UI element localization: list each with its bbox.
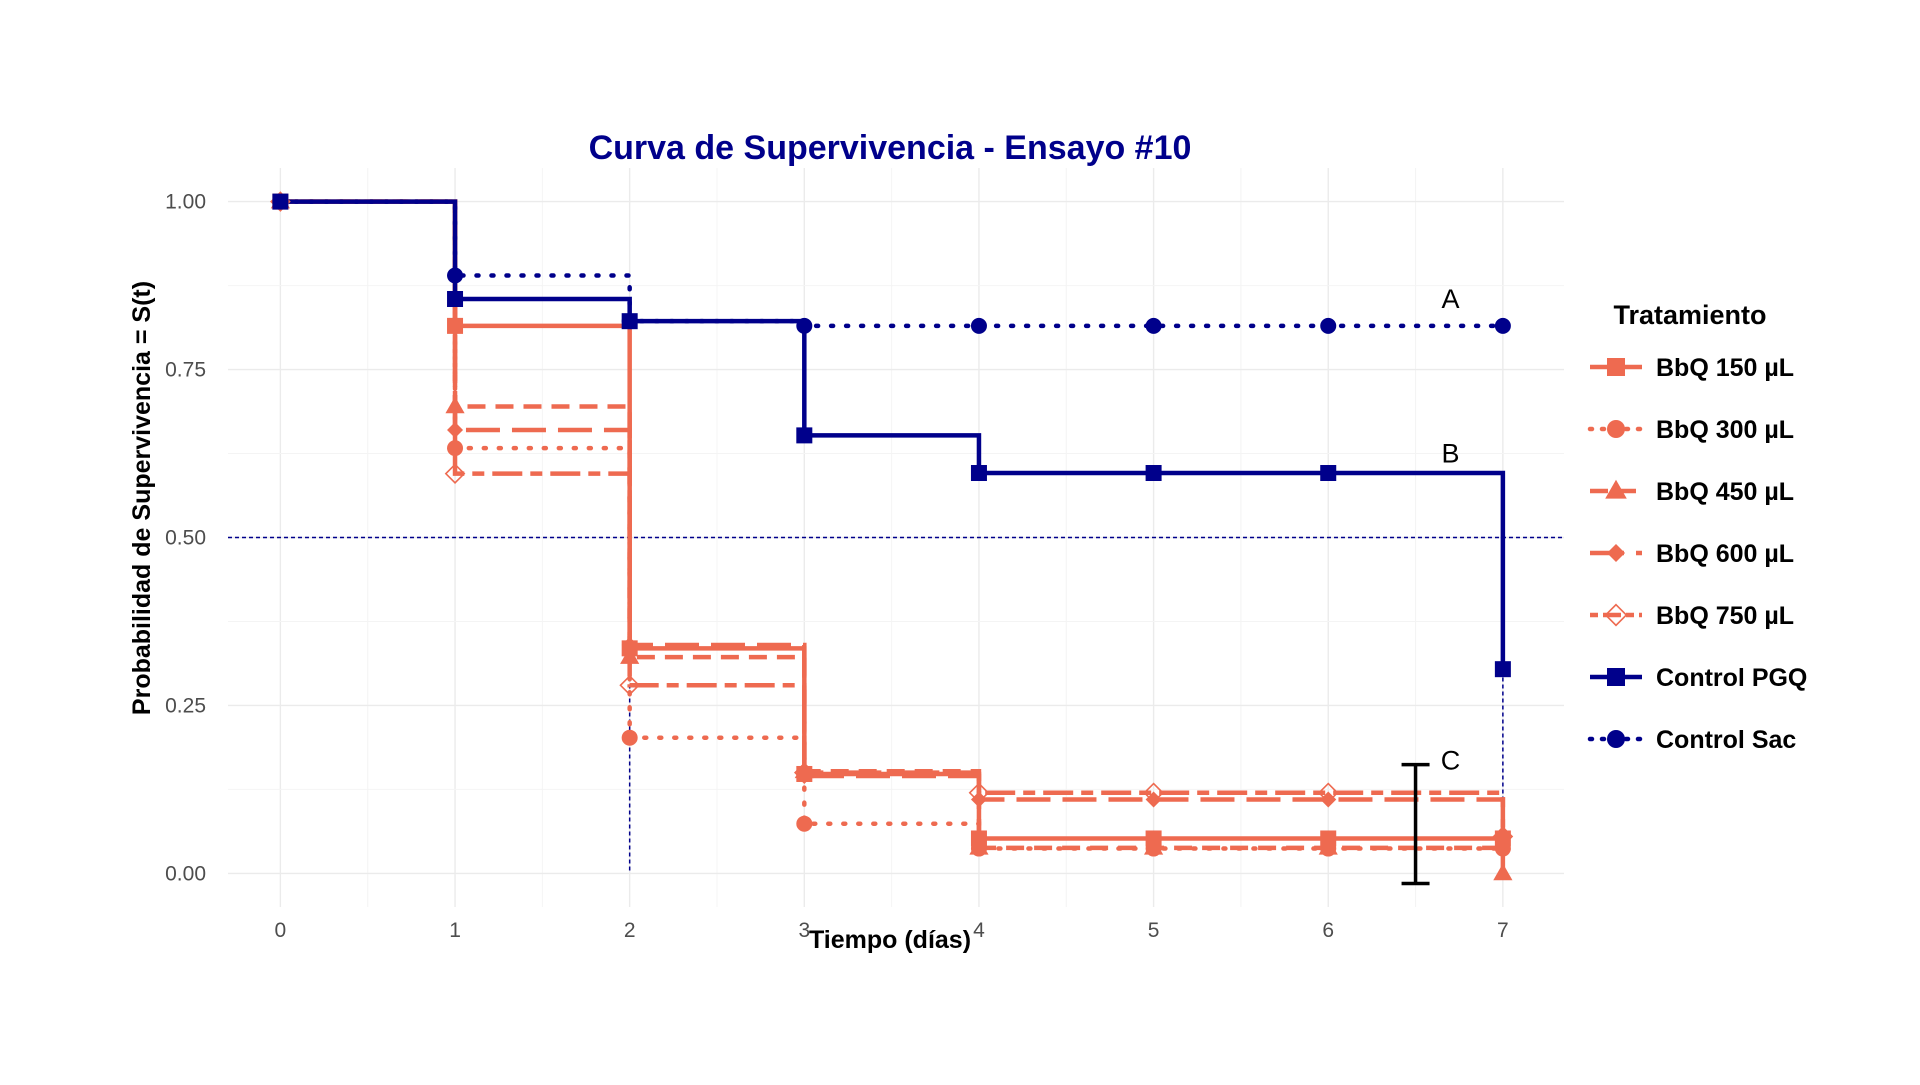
legend-key-marker — [1607, 420, 1625, 438]
x-tick-label: 5 — [1148, 919, 1160, 942]
axes: 0 1 2 3 4 5 6 7 0.00 0.25 0.50 0.75 1.00 — [165, 191, 1509, 942]
legend-label: BbQ 750 µL — [1656, 602, 1794, 630]
x-tick-label: 4 — [973, 919, 985, 942]
legend-label: BbQ 450 µL — [1656, 478, 1794, 506]
data-point — [619, 674, 641, 696]
data-point — [1145, 791, 1162, 808]
data-point — [445, 396, 465, 414]
legend-key-marker — [1605, 479, 1627, 499]
data-point — [447, 291, 464, 308]
data-point — [796, 815, 813, 832]
data-point — [1494, 317, 1511, 334]
data-point — [1320, 791, 1337, 808]
data-point — [272, 193, 289, 210]
legend-key-marker — [1607, 668, 1625, 686]
legend-item: BbQ 150 µL — [1590, 354, 1794, 382]
legend-item: BbQ 300 µL — [1587, 416, 1794, 444]
data-point — [1494, 841, 1511, 858]
x-tick-label: 3 — [798, 919, 810, 942]
data-point — [1145, 465, 1162, 482]
annotations: A B C — [1401, 284, 1461, 886]
x-tick-label: 2 — [624, 919, 636, 942]
data-point — [970, 317, 987, 334]
group-label: C — [1441, 746, 1461, 776]
y-tick-label: 0.50 — [165, 527, 206, 550]
x-tick-label: 6 — [1322, 919, 1334, 942]
legend-item: BbQ 600 µL — [1590, 540, 1794, 568]
data-point — [447, 267, 464, 284]
data-point — [793, 762, 815, 783]
data-point — [796, 767, 813, 784]
series-line-4 — [280, 199, 1506, 837]
legend-item: BbQ 750 µL — [1590, 602, 1794, 630]
data-point — [1143, 782, 1164, 804]
data-point — [621, 636, 638, 653]
legend-label: BbQ 150 µL — [1656, 354, 1794, 382]
data-point — [969, 837, 989, 855]
data-point — [970, 791, 987, 808]
legend-label: Control PGQ — [1656, 664, 1807, 692]
data-point — [1493, 863, 1513, 881]
legend-item: Control Sac — [1587, 726, 1796, 754]
legend-label: Control Sac — [1656, 726, 1796, 754]
y-tick-label: 1.00 — [165, 191, 206, 214]
data-point — [447, 317, 464, 334]
legend-key-marker — [1607, 358, 1625, 376]
data-point — [447, 422, 464, 439]
data-point — [621, 729, 638, 746]
data-point — [444, 463, 466, 485]
series-markers — [270, 191, 1514, 881]
data-point — [970, 465, 987, 482]
x-tick-label: 1 — [449, 919, 461, 942]
data-point — [1145, 317, 1162, 334]
data-point — [1317, 782, 1339, 804]
data-point — [1318, 837, 1338, 855]
x-tick-label: 0 — [275, 919, 287, 942]
data-point — [447, 440, 464, 457]
y-tick-label: 0.00 — [165, 862, 206, 885]
data-point — [620, 647, 640, 664]
legend-key-marker — [1604, 603, 1628, 627]
legend-item: BbQ 450 µL — [1590, 478, 1794, 506]
group-label: A — [1441, 284, 1459, 314]
group-label: B — [1441, 439, 1459, 469]
data-point — [1494, 661, 1511, 678]
data-point — [1320, 317, 1337, 334]
data-point — [1492, 826, 1514, 847]
legend-key-marker — [1607, 544, 1625, 562]
legend-title: Tratamiento — [1613, 300, 1766, 330]
y-tick-label: 0.25 — [165, 694, 206, 717]
y-tick-label: 0.75 — [165, 359, 206, 382]
data-point — [1320, 465, 1337, 482]
reference-lines — [228, 536, 1564, 874]
x-axis-title: Tiempo (días) — [809, 926, 971, 954]
data-point — [1143, 837, 1164, 855]
legend-label: BbQ 600 µL — [1656, 540, 1794, 568]
chart-title: Curva de Supervivencia - Ensayo #10 — [589, 129, 1192, 167]
data-point — [968, 782, 990, 804]
data-point — [796, 427, 813, 444]
data-point — [621, 313, 638, 330]
legend: BbQ 150 µL BbQ 300 µL BbQ 450 µL BbQ 600 µL… — [1587, 354, 1807, 754]
data-point — [796, 317, 813, 334]
legend-item: Control PGQ — [1590, 664, 1807, 692]
x-tick-label: 7 — [1497, 919, 1509, 942]
legend-label: BbQ 300 µL — [1656, 416, 1794, 444]
legend-key-marker — [1607, 730, 1625, 748]
y-axis-title: Probabilidad de Supervivencia = S(t) — [128, 281, 156, 715]
